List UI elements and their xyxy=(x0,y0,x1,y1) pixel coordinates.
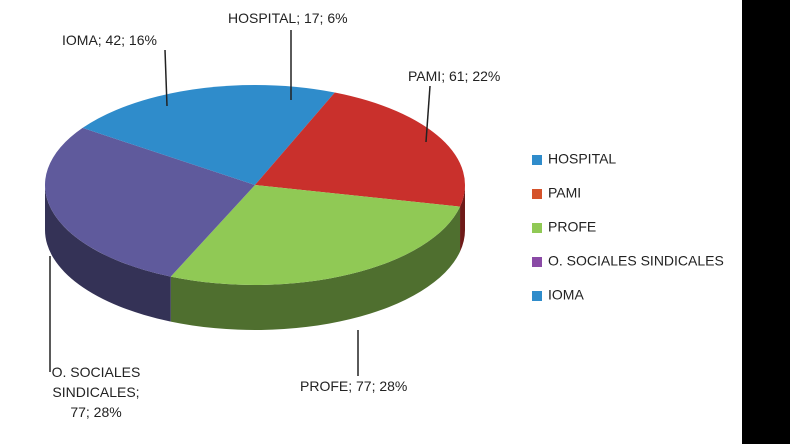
legend-label: PROFE xyxy=(548,219,596,235)
slice xyxy=(255,85,335,185)
legend-swatch xyxy=(532,223,542,233)
legend-label: HOSPITAL xyxy=(548,151,616,167)
slice xyxy=(255,92,465,207)
data-label: PROFE; 77; 28% xyxy=(300,378,408,394)
slice xyxy=(170,185,461,285)
legend-swatch xyxy=(532,155,542,165)
slice-side xyxy=(460,185,466,252)
legend-swatch xyxy=(532,257,542,267)
legend-swatch xyxy=(532,291,542,301)
data-label: PAMI; 61; 22% xyxy=(408,68,501,84)
slice-side xyxy=(170,206,461,330)
leader-line xyxy=(164,49,168,107)
data-label: HOSPITAL; 17; 6% xyxy=(228,10,348,26)
slice xyxy=(82,85,255,185)
legend-label: IOMA xyxy=(548,287,584,303)
side-bar xyxy=(742,0,790,444)
data-label: O. SOCIALES SINDICALES; 77; 28% xyxy=(51,364,141,420)
legend-label: PAMI xyxy=(548,185,581,201)
leader-line xyxy=(425,85,431,143)
legend-swatch xyxy=(532,189,542,199)
data-label: IOMA; 42; 16% xyxy=(62,32,157,48)
slice-side xyxy=(45,185,171,322)
slice xyxy=(45,127,256,277)
legend-label: O. SOCIALES SINDICALES xyxy=(548,253,724,269)
